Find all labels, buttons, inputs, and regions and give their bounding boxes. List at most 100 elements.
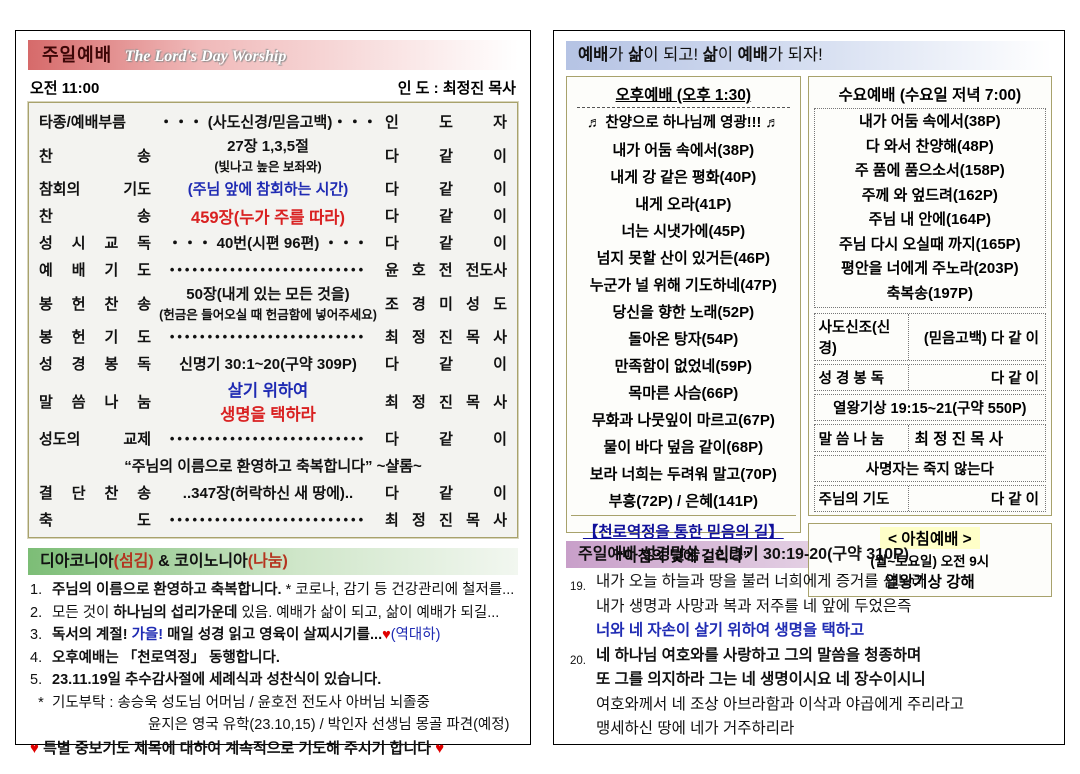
row-label: 성 경 봉 독 — [815, 365, 909, 390]
verse-line: 맹세하신 땅에 네가 거주하리라 — [596, 720, 795, 737]
row-value: 다 같 이 — [990, 371, 1039, 387]
order-detail: •••••••••••••••••••••••••• — [151, 262, 385, 277]
wednesday-title: 수요예배 (수요일 저녁 7:00) — [838, 87, 1022, 104]
passage-text: 열왕기상 19:15~21(구약 550P) — [833, 401, 1027, 417]
song-item: 목마른 사슴(66P) — [628, 385, 739, 402]
wednesday-row-sermon: 말 씀 나 눔 최 정 진 목 사 — [813, 424, 1046, 452]
prayer-request-line2: 윤지은 영국 유학(23.10,15) / 박인자 선생님 몽골 파견(예정) — [30, 714, 516, 737]
autumn-highlight: 가을! — [131, 627, 164, 643]
song-item: 내게 오라(41P) — [635, 196, 732, 213]
dot-leader: •••••••••••••••••••••••••• — [169, 431, 367, 446]
item-text: * 코로나, 감기 등 건강관리에 철저를... — [281, 582, 515, 598]
song-item: 누군가 널 위해 기도하네(47P) — [589, 277, 777, 294]
order-row-call: 타종/예배부름 ・・・ (사도신경/믿음고백)・・・ 인 도 자 — [39, 108, 507, 135]
motto-seg: 이 — [717, 46, 738, 64]
order-detail: •••••••••••••••••••••••••• — [151, 512, 385, 527]
motto-seg: 삶 — [628, 46, 644, 64]
order-person: 다 같 이 — [385, 431, 507, 448]
heart-icon: ♥ — [382, 627, 391, 643]
order-person: 다 같 이 — [385, 485, 507, 502]
order-detail: 50장(내게 있는 모든 것을) (헌금은 들어오실 때 헌금함에 넣어주세요) — [151, 283, 385, 323]
pilgrims-progress-title: 【천로역정을 통한 믿음의 길】 — [582, 524, 784, 541]
order-row-welcome: “주님의 이름으로 환영하고 축복합니다” ~샬롬~ — [39, 452, 507, 479]
wednesday-service-box: 수요예배 (수요일 저녁 7:00) 내가 어둠 속에서(38P) 다 와서 찬… — [807, 76, 1052, 516]
order-detail: ..347장(허락하신 새 땅에).. — [182, 485, 354, 502]
announcement-4: 4. 오후예배는 「천로역정」 동행합니다. — [30, 647, 516, 670]
item-text-bold: 매일 성경 읽고 영육이 살찌시기를... — [163, 627, 383, 643]
order-label: 성도의 교제 — [39, 431, 151, 448]
order-label: 성 시 교 독 — [39, 235, 151, 252]
verse-number: 20. — [570, 654, 586, 667]
wednesday-row-reading: 성 경 봉 독 다 같 이 — [813, 364, 1046, 391]
row-label: 말 씀 나 눔 — [815, 425, 909, 451]
order-detail: 27장 1,3,5절 (빛나고 높은 보좌와) — [151, 135, 385, 175]
order-detail: •••••••••••••••••••••••••• — [151, 431, 385, 446]
order-person: 최 정 진 목 사 — [385, 329, 507, 346]
worship-motto-banner: 예배가 삶이 되고! 삶이 예배가 되자! — [566, 41, 1052, 70]
dot-leader: •••••••••••••••••••••••••• — [169, 329, 367, 344]
welcome-text: “주님의 이름으로 환영하고 축복합니다” ~샬롬~ — [124, 458, 422, 475]
morning-topic: 열왕기상 강해 — [884, 574, 975, 591]
order-label: 참회의 기도 — [39, 181, 151, 198]
verse-lines: 내가 오늘 하늘과 땅을 불러 너희에게 증거를 삼노라 내가 생명과 사망과 … — [596, 570, 1048, 644]
afternoon-title: 오후예배 (오후 1:30) — [615, 87, 752, 104]
prayer-label: 기도부탁 — [52, 694, 106, 711]
order-label: 봉 헌 찬 송 — [39, 295, 151, 313]
service-time: 오전 11:00 — [30, 80, 100, 97]
sermon-title: 살기 위하여 생명을 택하라 — [151, 377, 385, 425]
announcements-list: 1. 주님의 이름으로 환영하고 축복합니다. * 코로나, 감기 등 건강관리에… — [30, 579, 516, 760]
praise-header: ♬ 찬양으로 하나님께 영광!!! ♬ — [586, 115, 780, 131]
heart-icon: ♥ — [30, 739, 39, 757]
order-row-confession: 참회의 기도 (주님 앞에 참회하는 시간) 다 같 이 — [39, 175, 507, 202]
announcement-2: 2. 모든 것이 하나님의 섭리가운데 있음. 예배가 삶이 되고, 삶이 예배가… — [30, 602, 516, 625]
announcement-5: 5. 23.11.19일 추수감사절에 세례식과 성찬식이 있습니다. — [30, 669, 516, 692]
verse-line: 내가 생명과 사망과 복과 저주를 네 앞에 두었은즉 — [596, 597, 912, 615]
banner-title-english: The Lord's Day Worship — [124, 48, 287, 65]
order-detail: (주님 앞에 참회하는 시간) — [187, 181, 349, 198]
verse-line: 내가 오늘 하늘과 땅을 불러 너희에게 증거를 삼노라 — [596, 573, 926, 590]
order-row-hymn2: 찬 송 459장(누가 주를 따라) 다 같 이 — [39, 202, 507, 229]
item-text: 있음. 예배가 삶이 되고, 삶이 예배가 되길... — [237, 604, 500, 621]
order-label: 찬 송 — [39, 208, 151, 225]
motto-seg: 가 — [608, 46, 629, 64]
wednesday-row-passage: 열왕기상 19:15~21(구약 550P) — [813, 394, 1046, 421]
item-text-bold: 독서의 계절! — [52, 627, 132, 643]
banner-title-korean: 주일예배 — [42, 45, 113, 65]
order-label: 타종/예배부름 — [39, 114, 126, 131]
wednesday-row-lords-prayer: 주님의 기도 다 같 이 — [813, 485, 1046, 512]
right-page: 예배가 삶이 되고! 삶이 예배가 되자! 오후예배 (오후 1:30) ♬ 찬… — [553, 30, 1065, 745]
song-item: 주님 내 안에(164P) — [868, 211, 991, 228]
verse-line: 네 하나님 여호와를 사랑하고 그의 말씀을 청종하며 — [596, 646, 922, 664]
item-number: 4. — [30, 649, 43, 666]
wednesday-column: 수요예배 (수요일 저녁 7:00) 내가 어둠 속에서(38P) 다 와서 찬… — [807, 76, 1052, 597]
motto-seg: 삶 — [702, 46, 718, 64]
order-detail: •••••••••••••••••••••••••• — [151, 329, 385, 344]
left-page: 주일예배 The Lord's Day Worship 오전 11:00 인 도… — [15, 30, 531, 757]
item-text-bold: 23.11.19일 추수감사절에 세례식과 성찬식이 있습니다. — [52, 672, 382, 688]
koinonia-paren: (나눔) — [247, 553, 288, 570]
order-detail: 459장(누가 주를 따라) — [191, 208, 345, 227]
order-row-commitment-hymn: 결 단 찬 송 ..347장(허락하신 새 땅에).. 다 같 이 — [39, 479, 507, 506]
order-row-prayer: 예 배 기 도 •••••••••••••••••••••••••• 윤 호 전… — [39, 256, 507, 283]
order-row-sermon: 말 씀 나 눔 살기 위하여 생명을 택하라 최 정 진 목 사 — [39, 377, 507, 425]
item-text-bold: 오후예배는 「천로역정」 동행합니다. — [52, 649, 280, 666]
hymn-title: (빛나고 높은 보좌와) — [214, 160, 322, 174]
announcement-1: 1. 주님의 이름으로 환영하고 축복합니다. * 코로나, 감기 등 건강관리에… — [30, 579, 516, 602]
prayer-request: * 기도부탁 : 송승욱 성도님 어머님 / 윤호전 전도사 아버님 뇌졸중 — [30, 692, 516, 715]
order-label: 성 경 봉 독 — [39, 356, 151, 373]
prayer-separator: : — [105, 694, 118, 711]
order-row-offering-prayer: 봉 헌 기 도 •••••••••••••••••••••••••• 최 정 진… — [39, 323, 507, 350]
announcement-3: 3. 독서의 계절! 가을! 매일 성경 읽고 영육이 살찌시기를...♥(역대하… — [30, 624, 516, 647]
motto-seg: 예배 — [578, 46, 609, 64]
order-label: 말 씀 나 눔 — [39, 393, 151, 411]
prayer-line2: 윤지은 영국 유학(23.10,15) / 박인자 선생님 몽골 파견(예정) — [148, 717, 510, 733]
chronicles-ref: (역대하) — [390, 627, 441, 643]
prayer-line1: 송승욱 성도님 어머님 / 윤호전 전도사 아버님 뇌졸중 — [117, 694, 430, 711]
item-number: 5. — [30, 672, 43, 688]
motto-seg: 이 되고! — [643, 46, 703, 64]
diakonia-word: 디아코니아 — [40, 553, 114, 570]
star-marker: * — [38, 694, 44, 711]
wednesday-row-creed: 사도신조(신경) (믿음고백) 다 같 이 — [813, 313, 1046, 361]
dot-leader: •••••••••••••••••••••••••• — [169, 262, 367, 277]
order-label: 찬 송 — [39, 147, 151, 165]
